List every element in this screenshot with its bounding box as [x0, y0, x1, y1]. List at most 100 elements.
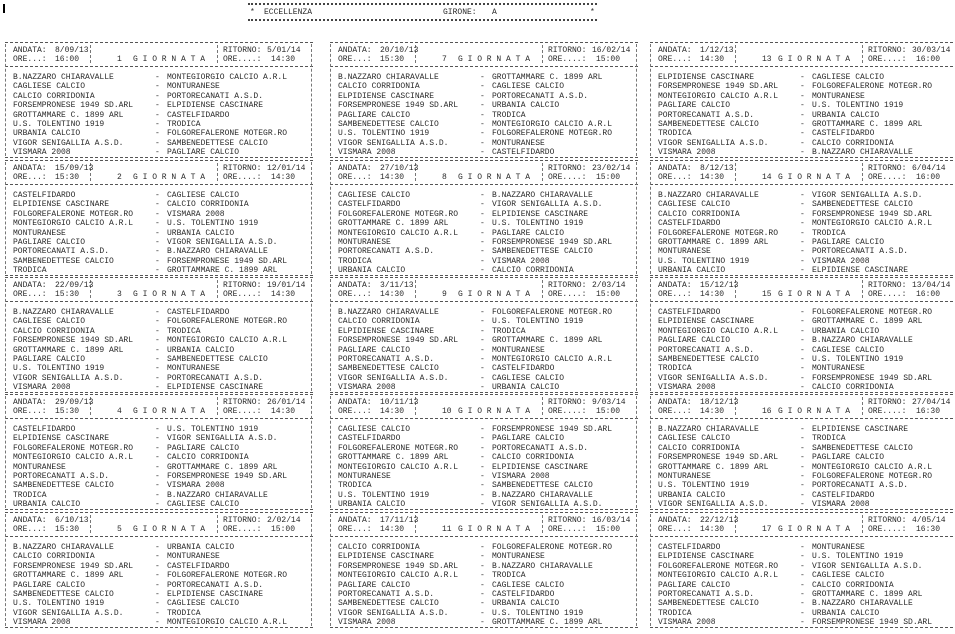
- header-separator-right: [542, 515, 543, 533]
- match-separator: -: [155, 228, 160, 238]
- home-team: CASTELFIDARDO: [13, 425, 76, 434]
- match-separator: -: [480, 599, 485, 609]
- andata-time: 15:30: [380, 55, 405, 64]
- away-team: VISMARA 2008: [492, 472, 550, 481]
- header-separator-left: [415, 45, 416, 63]
- away-team: B.NAZZARO CHIARAVALLE: [167, 247, 268, 257]
- ritorno-label: RITORNO:: [548, 281, 587, 290]
- away-team: URBANIA CALCIO: [492, 599, 560, 609]
- match-separator: -: [155, 266, 160, 276]
- away-team: SAMBENEDETTESE CALCIO: [492, 247, 593, 257]
- giornata-box: ANDATA: 17/11/13 ORE...: 14:30 11 G I O R N A…: [330, 512, 638, 628]
- match-separator: -: [480, 317, 485, 327]
- away-team: FOLGOREFALERONE MOTEGR.RO: [167, 317, 288, 327]
- andata-label: ANDATA:: [338, 46, 372, 55]
- away-team: SAMBENEDETTESE CALCIO: [167, 355, 268, 364]
- home-team: URBANIA CALCIO: [13, 500, 81, 510]
- match-separator: -: [800, 490, 805, 500]
- home-team: CASTELFIDARDO: [338, 200, 401, 210]
- match-separator: -: [800, 355, 805, 364]
- home-team: SAMBENEDETTESE CALCIO: [658, 599, 759, 609]
- box-border-top: [330, 42, 638, 43]
- home-team: GROTTAMMARE C. 1899 ARL: [658, 462, 769, 472]
- ritorno-time-label: ORE....:: [548, 525, 587, 534]
- andata-label: ANDATA:: [13, 398, 47, 407]
- box-border-bottom: [650, 627, 955, 628]
- match-separator: -: [800, 247, 805, 257]
- andata-date: 29/09/13: [55, 398, 94, 407]
- home-team: CASTELFIDARDO: [658, 219, 721, 229]
- header-separator-left: [415, 163, 416, 181]
- match-separator: -: [800, 101, 805, 111]
- away-team: PORTORECANATI A.S.D.: [812, 481, 909, 491]
- match-separator: -: [155, 345, 160, 355]
- andata-time: 14:30: [700, 290, 725, 299]
- box-border-left: [5, 514, 6, 626]
- away-team: CASTELFIDARDO: [167, 561, 230, 571]
- match-separator: -: [800, 256, 805, 266]
- giornata-number: 9: [442, 290, 447, 299]
- away-team: PAGLIARE CALCIO: [492, 434, 565, 444]
- away-team: CASTELFIDARDO: [492, 148, 555, 158]
- home-team: U.S. TOLENTINO 1919: [13, 599, 105, 609]
- girone-value: A: [492, 8, 497, 17]
- ritorno-time-label: ORE....:: [868, 407, 907, 416]
- box-border-top: [330, 277, 638, 278]
- header-separator-right: [542, 397, 543, 415]
- home-team: PAGLIARE CALCIO: [658, 336, 731, 346]
- home-team: PAGLIARE CALCIO: [13, 580, 86, 590]
- box-border-left: [650, 514, 651, 626]
- away-team: PAGLIARE CALCIO: [167, 443, 240, 453]
- andata-time: 15:30: [55, 290, 80, 299]
- away-team: U.S. TOLENTINO 1919: [492, 219, 584, 229]
- match-separator: -: [800, 443, 805, 453]
- andata-label: ANDATA:: [338, 516, 372, 525]
- away-team: U.S. TOLENTINO 1919: [167, 219, 259, 229]
- match-separator: -: [480, 101, 485, 111]
- match-separator: -: [480, 219, 485, 229]
- match-separator: -: [480, 355, 485, 364]
- giornata-number: 4: [117, 407, 122, 416]
- andata-time-label: ORE...:: [13, 407, 47, 416]
- ritorno-date: 5/01/14: [267, 46, 301, 55]
- box-border-bottom: [330, 392, 638, 393]
- home-team: FORSEMPRONESE 1949 SD.ARL: [658, 453, 779, 463]
- match-separator: -: [155, 552, 160, 562]
- away-team: VIGOR SENIGALLIA A.S.D.: [492, 500, 603, 510]
- andata-label: ANDATA:: [658, 164, 692, 173]
- match-separator: -: [155, 200, 160, 210]
- giornata-number: 11: [442, 525, 452, 534]
- away-team: B.NAZZARO CHIARAVALLE: [492, 191, 593, 200]
- home-team: FORSEMPRONESE 1949 SD.ARL: [13, 336, 134, 346]
- match-separator: -: [155, 238, 160, 247]
- ritorno-time: 16:30: [916, 407, 941, 416]
- andata-date: 22/12/13: [700, 516, 739, 525]
- andata-time-label: ORE...:: [338, 173, 372, 182]
- home-team: ELPIDIENSE CASCINARE: [338, 552, 435, 562]
- home-team: VISMARA 2008: [658, 383, 716, 393]
- ritorno-time: 15:00: [596, 407, 621, 416]
- home-team: B.NAZZARO CHIARAVALLE: [338, 308, 439, 317]
- box-border-top: [650, 394, 955, 395]
- home-team: VIGOR SENIGALLIA A.S.D.: [338, 608, 449, 618]
- home-team: B.NAZZARO CHIARAVALLE: [658, 425, 759, 434]
- away-team: MONTURANESE: [812, 543, 865, 552]
- andata-label: ANDATA:: [338, 398, 372, 407]
- match-separator: -: [480, 73, 485, 82]
- header-separator-left: [90, 515, 91, 533]
- home-team: CAGLIESE CALCIO: [13, 317, 86, 327]
- home-team: URBANIA CALCIO: [13, 129, 81, 139]
- match-separator: -: [480, 200, 485, 210]
- header-separator-left: [735, 397, 736, 415]
- match-separator: -: [155, 383, 160, 393]
- home-team: TRODICA: [658, 364, 692, 374]
- home-team: FORSEMPRONESE 1949 SD.ARL: [338, 336, 459, 346]
- home-team: U.S. TOLENTINO 1919: [658, 481, 750, 491]
- header-separator-left: [735, 163, 736, 181]
- home-team: B.NAZZARO CHIARAVALLE: [13, 308, 114, 317]
- match-separator: -: [155, 462, 160, 472]
- home-team: URBANIA CALCIO: [658, 490, 726, 500]
- giornata-number: 14: [762, 173, 772, 182]
- match-separator: -: [155, 110, 160, 120]
- header-divider: [330, 418, 638, 419]
